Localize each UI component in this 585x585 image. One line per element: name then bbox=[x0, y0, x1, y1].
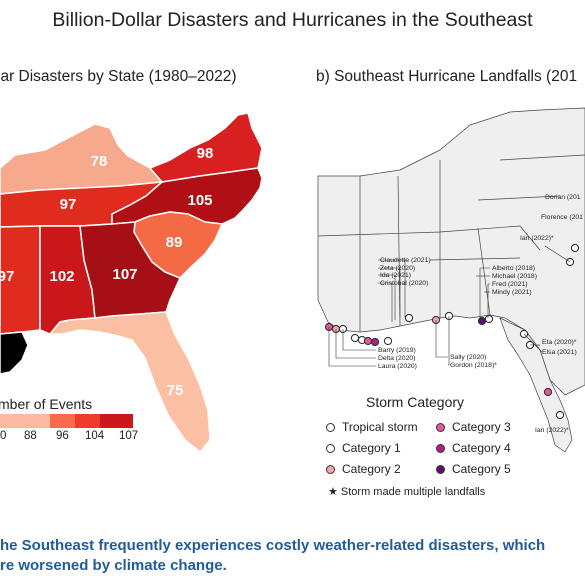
category-4-swatch bbox=[436, 443, 445, 453]
storm-label-fred: Fred (2021) bbox=[492, 281, 528, 288]
storm-label-laura: Laura (2020) bbox=[378, 363, 417, 370]
storm-labels: Dorian (201 Florence (201 Ian (2022)* Claud… bbox=[378, 194, 583, 434]
storm-label-ian2: Ian (2022)* bbox=[535, 427, 569, 434]
storm-label-ian22: Ian (2022)* bbox=[520, 235, 554, 242]
panel-b-title: b) Southeast Hurricane Landfalls (201 bbox=[316, 68, 578, 85]
caption-line-2: re worsened by climate change. bbox=[0, 557, 227, 574]
panel-a-map bbox=[0, 112, 263, 453]
category-1-swatch bbox=[326, 443, 335, 453]
category-5-swatch bbox=[436, 464, 445, 474]
storm-label-delta: Delta (2020) bbox=[378, 355, 415, 362]
figure-title: Billion-Dollar Disasters and Hurricanes … bbox=[52, 9, 533, 31]
storm-label-elsa: Elsa (2021) bbox=[542, 349, 577, 356]
storm-label-alberto: Alberto (2018) bbox=[492, 265, 535, 272]
legend-category-1: Category 1 bbox=[326, 441, 401, 455]
legend-category-4: Category 4 bbox=[436, 441, 511, 455]
state-ky bbox=[0, 123, 163, 195]
legend-category-3: Category 3 bbox=[436, 420, 511, 434]
storm-label-florence: Florence (201 bbox=[541, 214, 583, 221]
state-la bbox=[0, 331, 29, 375]
figure-caption: he Southeast frequently experiences cost… bbox=[0, 536, 585, 576]
scale-tick: 107 bbox=[119, 430, 139, 442]
scale-tick: 96 bbox=[56, 430, 69, 442]
southeast-landmass bbox=[317, 107, 585, 396]
scale-tick: 104 bbox=[85, 430, 105, 442]
legend-category-2: Category 2 bbox=[326, 462, 401, 476]
legend-category-5: Category 5 bbox=[436, 462, 511, 476]
storm-category-legend-title: Storm Category bbox=[366, 394, 465, 410]
state-value-sc: 89 bbox=[166, 234, 183, 251]
state-value-ky: 78 bbox=[91, 153, 108, 170]
multiple-landfalls-note: ★ Storm made multiple landfalls bbox=[328, 486, 486, 498]
storm-label-claudette: Claudette (2021) bbox=[380, 257, 431, 264]
storm-label-sally: Sally (2020) bbox=[450, 354, 486, 361]
storm-label-gordon: Gordon (2018)* bbox=[450, 362, 497, 369]
scale-tick: 0 bbox=[0, 430, 7, 442]
state-value-al: 102 bbox=[49, 268, 74, 285]
storm-label-michael: Michael (2018) bbox=[492, 273, 537, 280]
state-borders bbox=[317, 154, 585, 332]
storm-label-mindy: Mindy (2021) bbox=[492, 289, 532, 296]
storm-label-eta: Eta (2020)* bbox=[542, 339, 577, 346]
state-value-labels: 78 98 97 105 89 97 102 107 75 bbox=[0, 145, 213, 399]
category-3-swatch bbox=[436, 422, 445, 432]
storm-label-barry: Barry (2019) bbox=[378, 347, 416, 354]
panel-b-map bbox=[317, 107, 585, 453]
state-value-va: 98 bbox=[197, 145, 214, 162]
category-2-swatch bbox=[326, 464, 335, 474]
events-scale-ticks: 0 88 96 104 107 bbox=[0, 430, 140, 446]
tropical-storm-swatch bbox=[326, 422, 335, 432]
state-fl bbox=[49, 311, 211, 453]
panel-a-title: lar Disasters by State (1980–2022) bbox=[0, 68, 237, 85]
state-value-ga: 107 bbox=[112, 266, 137, 283]
state-ga bbox=[79, 221, 181, 319]
scale-tick: 88 bbox=[24, 430, 37, 442]
state-value-tn: 97 bbox=[60, 196, 77, 213]
storm-label-dorian: Dorian (201 bbox=[545, 194, 581, 201]
storm-label-zeta: Zeta (2020) bbox=[380, 265, 415, 272]
events-color-scale bbox=[0, 414, 133, 428]
caption-line-1: he Southeast frequently experiences cost… bbox=[0, 537, 546, 554]
state-value-ms: 97 bbox=[0, 268, 14, 285]
storm-leader-lines bbox=[328, 245, 571, 367]
events-legend-title: mber of Events bbox=[0, 396, 93, 412]
state-value-fl: 75 bbox=[167, 382, 184, 399]
storm-label-cristobal: Cristobal (2020) bbox=[380, 280, 428, 287]
legend-tropical-storm: Tropical storm bbox=[326, 420, 418, 434]
florida-peninsula bbox=[499, 317, 573, 453]
storm-label-ida: Ida (2021) bbox=[380, 272, 411, 279]
state-value-nc: 105 bbox=[187, 192, 212, 209]
